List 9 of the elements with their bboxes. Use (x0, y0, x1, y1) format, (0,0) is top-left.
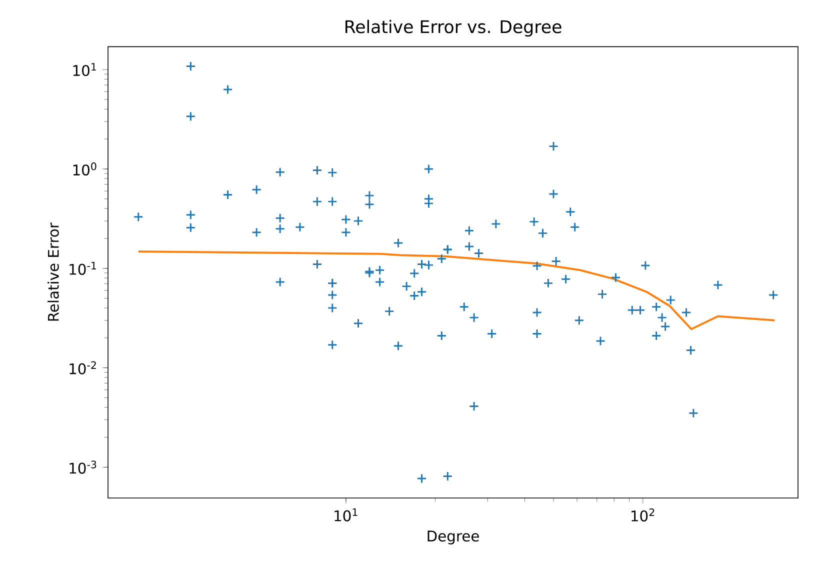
y-tick-label: 10$^{-2}$ (70, 361, 96, 374)
x-axis-title: Degree (428, 530, 479, 544)
y-tick-label: 10$^{-3}$ (70, 460, 96, 474)
y-tick-label: 10$^{-1}$ (70, 262, 96, 275)
y-axis-title: Relative Error (48, 222, 59, 321)
y-tick-label: 10$^{0}$ (73, 162, 96, 176)
chart-title: Relative Error vs. Degree (346, 20, 562, 37)
x-tick-label: 10$^{2}$ (632, 508, 654, 522)
y-tick-label: 10$^{1}$ (73, 63, 96, 76)
